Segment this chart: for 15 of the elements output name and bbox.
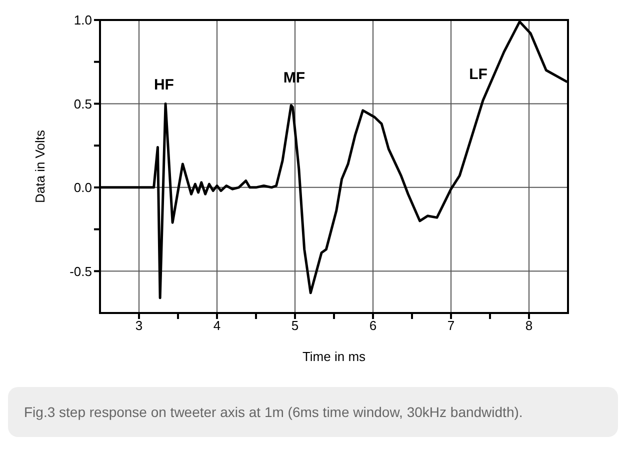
x-tick-label: 4	[213, 318, 221, 334]
x-tick-label: 8	[525, 318, 533, 334]
x-tick-label: 3	[135, 318, 143, 334]
x-tick-label: 6	[369, 318, 377, 334]
y-tick-label: -0.5	[70, 264, 92, 279]
annotation: HF	[154, 76, 174, 94]
annotation: LF	[469, 66, 488, 84]
y-tick-label: 1.0	[74, 12, 92, 28]
y-tick-label: 0.0	[74, 180, 92, 196]
x-axis-title: Time in ms	[302, 349, 366, 364]
y-tick-label: 0.5	[74, 96, 92, 112]
x-tick-label: 7	[447, 318, 455, 334]
caption: Fig.3 step response on tweeter axis at 1m (6ms time window, 30kHz bandwidth).	[8, 387, 618, 438]
x-tick-label: 5	[291, 318, 299, 334]
y-axis-title: Data in Volts	[32, 130, 48, 203]
